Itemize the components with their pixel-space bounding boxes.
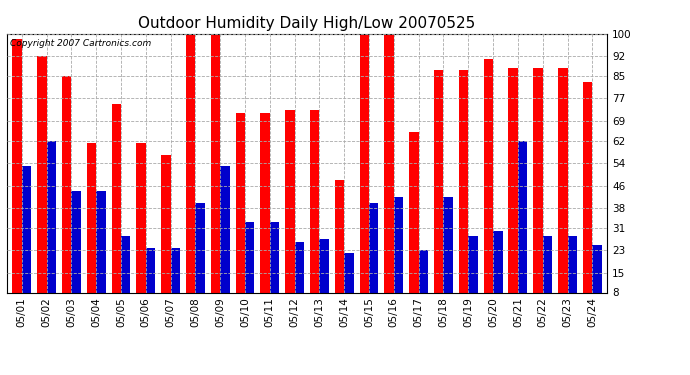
Bar [493,231,502,315]
Bar [121,236,130,315]
Bar [195,202,205,315]
Bar [71,191,81,315]
Bar [12,39,22,315]
Bar [146,248,155,315]
Bar [484,59,493,315]
Bar [335,180,344,315]
Bar [295,242,304,315]
Bar [96,191,106,315]
Bar [543,236,552,315]
Bar [186,34,195,315]
Bar [220,166,230,315]
Bar [369,202,379,315]
Title: Outdoor Humidity Daily High/Low 20070525: Outdoor Humidity Daily High/Low 20070525 [139,16,475,31]
Bar [37,56,47,315]
Bar [567,236,577,315]
Bar [558,68,567,315]
Bar [22,166,31,315]
Bar [245,222,255,315]
Bar [310,110,319,315]
Bar [47,141,56,315]
Bar [469,236,477,315]
Bar [409,132,419,315]
Bar [211,34,220,315]
Bar [419,251,428,315]
Bar [112,104,121,315]
Bar [87,144,96,315]
Bar [384,34,394,315]
Bar [260,112,270,315]
Bar [344,253,354,315]
Bar [444,197,453,315]
Bar [434,70,444,315]
Bar [319,239,329,315]
Bar [170,248,180,315]
Bar [137,144,146,315]
Bar [62,76,71,315]
Bar [518,141,527,315]
Bar [161,154,170,315]
Bar [509,68,518,315]
Bar [583,82,592,315]
Bar [592,245,602,315]
Bar [394,197,403,315]
Bar [533,68,543,315]
Bar [459,70,469,315]
Bar [235,112,245,315]
Bar [270,222,279,315]
Bar [285,110,295,315]
Text: Copyright 2007 Cartronics.com: Copyright 2007 Cartronics.com [10,39,151,48]
Bar [359,34,369,315]
